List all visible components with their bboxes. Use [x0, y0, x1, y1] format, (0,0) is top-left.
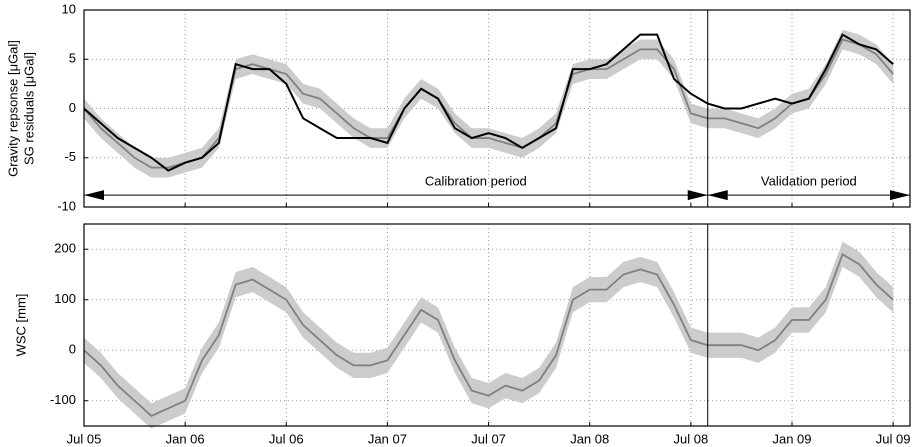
y-axis-label: SG residuals [μGal]	[21, 52, 36, 165]
arrow-head	[890, 190, 910, 201]
y-tick-label: -10	[57, 198, 76, 213]
y-axis-label: WSC [mm]	[13, 294, 28, 357]
arrow-head	[707, 190, 728, 201]
series-line	[83, 38, 894, 169]
uncertainty-band	[84, 29, 894, 178]
plot-frame	[83, 9, 911, 208]
x-tick-label: Jan 06	[166, 431, 205, 446]
uncertainty-band	[84, 241, 894, 429]
x-tick-label: Jul 05	[67, 431, 102, 446]
y-tick-label: 0	[69, 100, 76, 115]
annotation: Calibration period	[425, 174, 527, 189]
annotation: Validation period	[761, 174, 857, 189]
y-tick-label: 200	[54, 241, 76, 256]
y-tick-label: -5	[64, 149, 76, 164]
y-axis-label: Gravity repsonse [μGal]	[5, 40, 20, 177]
y-tick-label: 100	[54, 291, 76, 306]
x-tick-label: Jan 07	[368, 431, 407, 446]
y-tick-label: 0	[69, 342, 76, 357]
x-tick-label: Jul 08	[674, 431, 709, 446]
x-tick-label: Jul 07	[471, 431, 506, 446]
x-tick-label: Jul 09	[876, 431, 911, 446]
x-tick-label: Jul 06	[269, 431, 304, 446]
y-tick-label: 5	[69, 51, 76, 66]
y-tick-label: 10	[62, 1, 76, 16]
y-tick-label: -100	[50, 392, 76, 407]
arrow-head	[84, 190, 104, 201]
series-line	[83, 252, 894, 417]
x-tick-label: Jan 09	[772, 431, 811, 446]
arrow-head	[687, 190, 708, 201]
series-line	[83, 33, 894, 172]
x-tick-label: Jan 08	[570, 431, 609, 446]
plot-frame	[83, 223, 911, 427]
